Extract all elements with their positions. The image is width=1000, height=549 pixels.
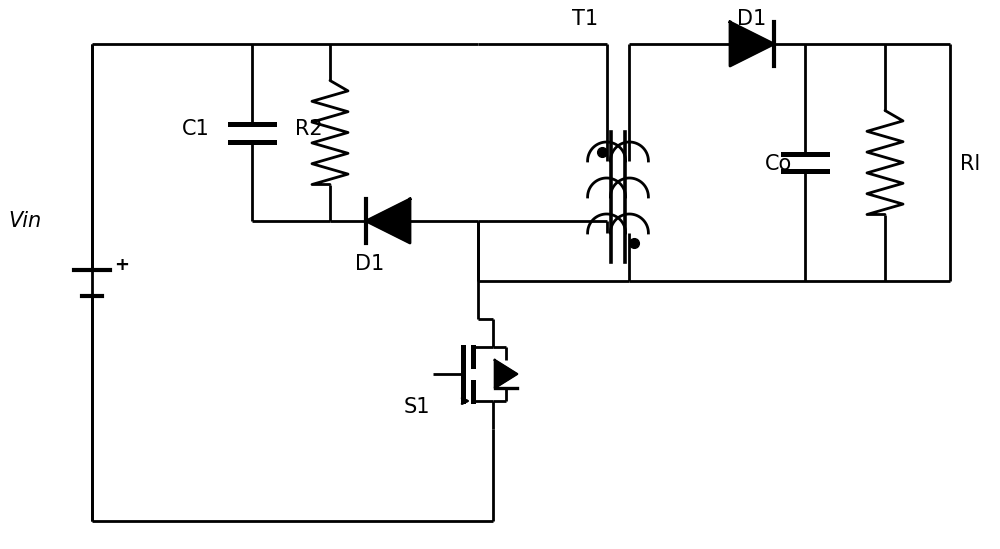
- Text: Vin: Vin: [8, 211, 41, 231]
- Polygon shape: [366, 199, 410, 243]
- Text: Co: Co: [765, 154, 792, 174]
- Text: +: +: [114, 255, 129, 273]
- Text: Rl: Rl: [960, 154, 980, 174]
- Polygon shape: [495, 360, 517, 388]
- Text: T1: T1: [572, 9, 598, 29]
- Text: C1: C1: [182, 119, 210, 139]
- Text: D1: D1: [355, 254, 385, 274]
- Polygon shape: [730, 22, 774, 66]
- Text: S1: S1: [404, 397, 430, 417]
- Text: R2: R2: [295, 119, 323, 139]
- Text: D1: D1: [737, 9, 767, 29]
